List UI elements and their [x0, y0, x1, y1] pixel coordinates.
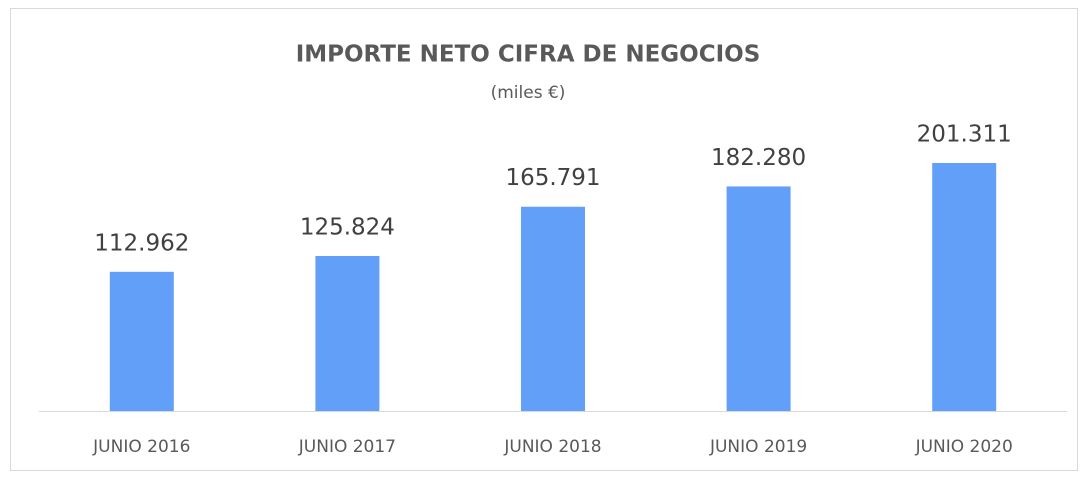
x-tick-label: JUNIO 2020: [915, 437, 1013, 457]
chart-frame: [10, 8, 1078, 471]
x-tick-label: JUNIO 2017: [298, 437, 396, 457]
x-tick-label: JUNIO 2018: [503, 437, 601, 457]
data-label: 125.824: [300, 214, 395, 240]
bar: [932, 162, 997, 411]
bar: [726, 186, 791, 411]
data-label: 201.311: [917, 121, 1012, 147]
bar: [109, 271, 174, 411]
chart-subtitle: (miles €): [491, 83, 566, 103]
bar: [315, 255, 380, 411]
data-label: 112.962: [94, 230, 189, 256]
bar: [521, 206, 585, 411]
chart-title: IMPORTE NETO CIFRA DE NEGOCIOS: [296, 42, 761, 68]
x-tick-label: JUNIO 2016: [92, 437, 190, 457]
x-tick-label: JUNIO 2019: [709, 437, 807, 457]
data-label: 182.280: [711, 145, 806, 171]
data-label: 165.791: [505, 165, 600, 191]
